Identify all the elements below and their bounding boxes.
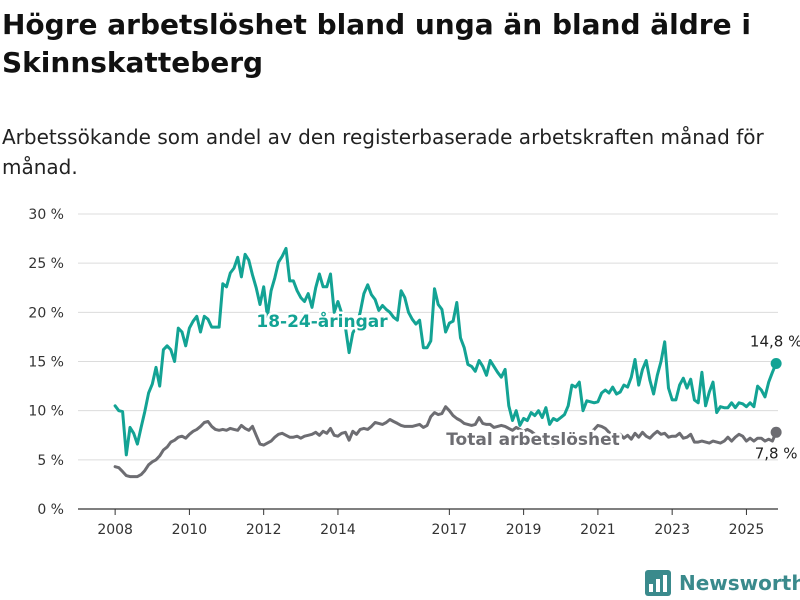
series-lines — [113, 246, 782, 479]
x-tick-label: 2008 — [97, 522, 133, 538]
x-tick-label: 2023 — [654, 522, 690, 538]
chart-title: Högre arbetslöshet bland unga än bland ä… — [2, 8, 751, 79]
chart-subtitle: Arbetssökande som andel av den registerb… — [2, 125, 764, 179]
x-tick-label: 2025 — [729, 522, 765, 538]
axes: 0 % 5 % 10 % 15 % 20 % 25 % 30 % 2008 2010 2012 20… — [28, 207, 764, 538]
x-tick-label: 2012 — [246, 522, 282, 538]
series-line-youth — [113, 246, 778, 457]
series-label-total-halo: Total arbetslöshet — [446, 430, 620, 450]
series-end-point-total — [770, 426, 782, 438]
newsworthy-brand[interactable]: Newsworthy — [645, 568, 800, 598]
x-tick-label: 2010 — [172, 522, 208, 538]
series-end-point-youth — [770, 357, 782, 369]
y-tick-label: 30 % — [28, 207, 64, 223]
grid-lines — [78, 213, 778, 510]
y-tick-label: 25 % — [28, 256, 64, 272]
end-value-label-youth: 14,8 % — [750, 332, 800, 350]
y-tick-label: 15 % — [28, 355, 64, 371]
series-label-youth: 18-24-åringar — [256, 310, 388, 332]
y-tick-label: 10 % — [28, 404, 64, 420]
x-tick-label: 2017 — [432, 522, 468, 538]
x-tick-label: 2019 — [506, 522, 542, 538]
series-label-youth-halo: 18-24-åringar — [256, 310, 388, 332]
series-line-total — [113, 405, 778, 479]
brand-name: Newsworthy — [679, 571, 800, 595]
end-value-label-total: 7,8 % — [755, 444, 798, 462]
x-tick-label: 2014 — [320, 522, 356, 538]
y-tick-label: 5 % — [37, 453, 64, 469]
bar-chart-logo-icon — [645, 570, 671, 596]
x-tick-label: 2021 — [580, 522, 616, 538]
series-label-total: Total arbetslöshet — [446, 430, 620, 450]
y-tick-label: 20 % — [28, 305, 64, 321]
y-tick-label: 0 % — [37, 502, 64, 518]
